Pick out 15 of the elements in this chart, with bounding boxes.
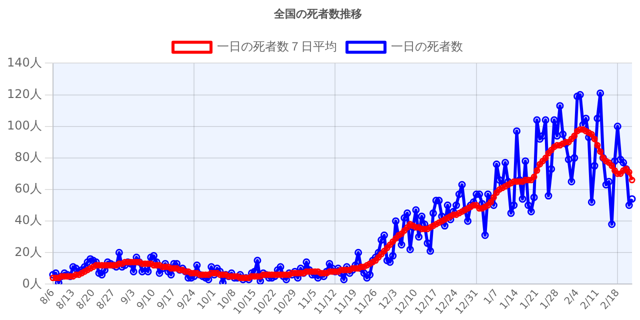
x-tick-label: 9/3 [119, 288, 138, 307]
x-tick-label: 1/7 [482, 288, 501, 307]
y-tick-label: 40人 [14, 213, 42, 228]
y-tick-label: 60人 [14, 182, 42, 196]
y-tick-label: 120人 [7, 86, 42, 101]
y-tick-label: 80人 [14, 150, 42, 164]
legend-label: 一日の死者数７日平均 [217, 39, 337, 54]
legend-label: 一日の死者数 [391, 39, 463, 54]
y-tick-label: 20人 [14, 244, 42, 259]
x-tick-label: 2/4 [562, 288, 582, 307]
y-tick-label: 0人 [22, 276, 42, 290]
y-tick-label: 140人 [7, 55, 42, 70]
x-tick-label: 8/6 [38, 288, 58, 307]
chart-title: 全国の死者数推移 [273, 7, 362, 20]
y-tick-label: 100人 [7, 118, 42, 132]
